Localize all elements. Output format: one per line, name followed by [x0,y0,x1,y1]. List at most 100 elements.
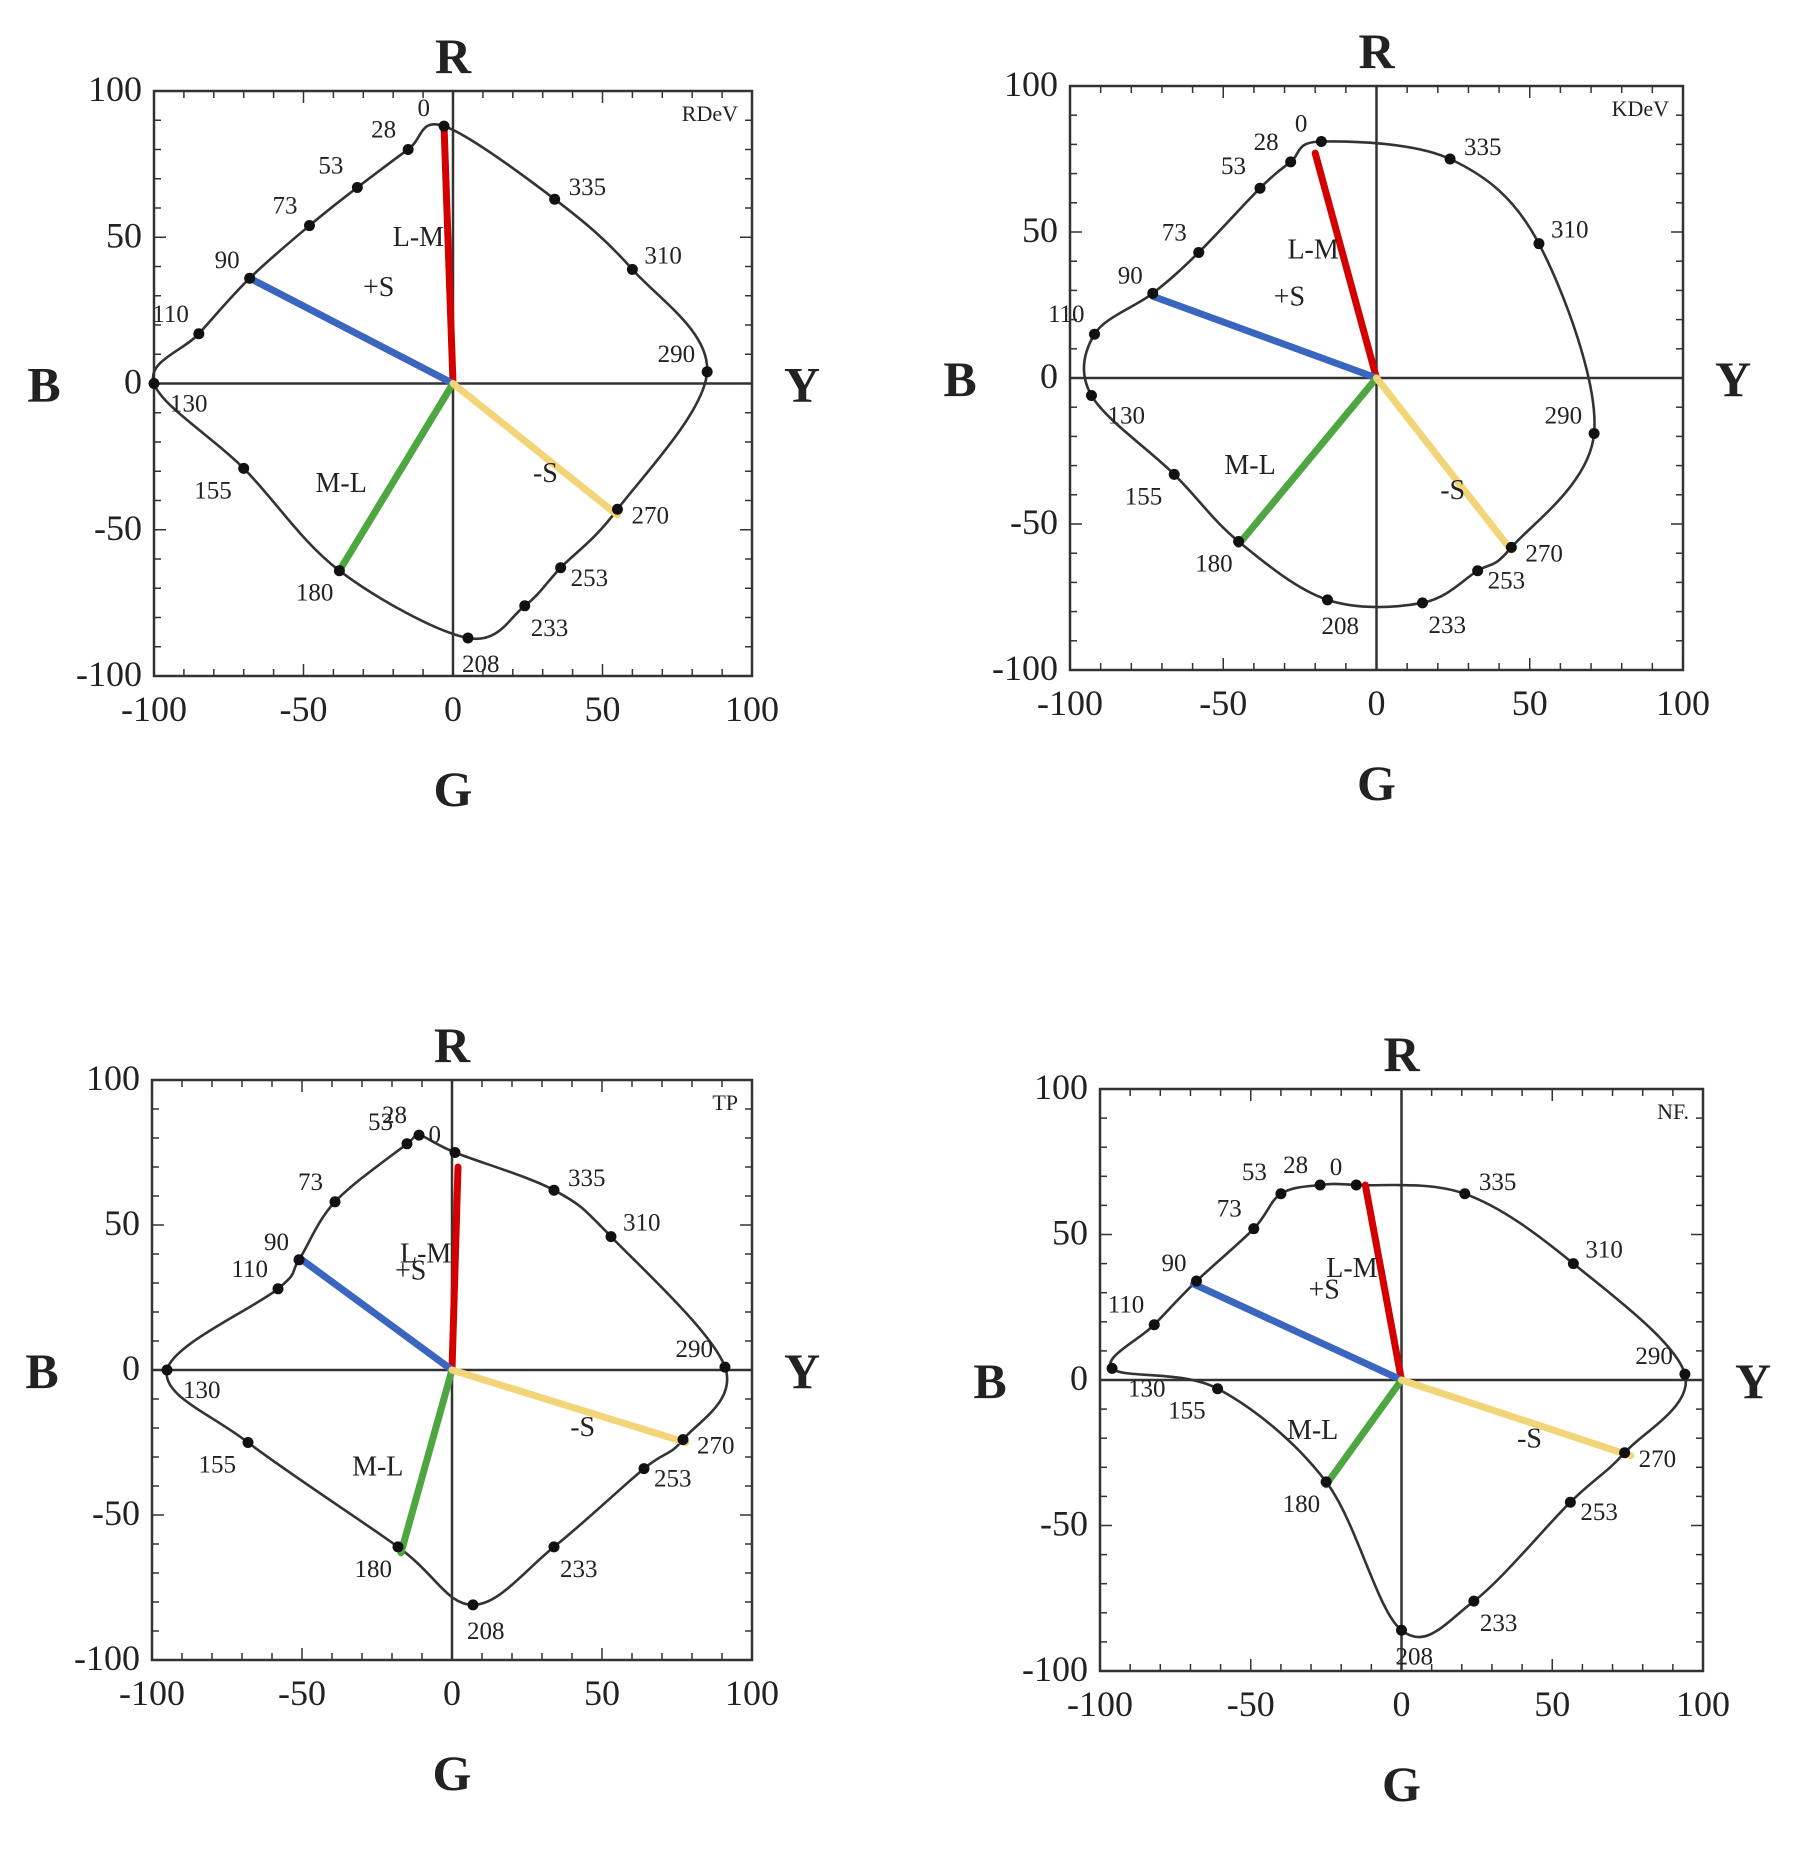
vector-label: +S [363,272,394,303]
axis-letter-left: B [943,351,976,407]
data-point [1106,1362,1118,1374]
point-label: 110 [1048,301,1085,328]
point-label: 180 [296,580,334,607]
y-tick-label: -50 [1010,502,1058,542]
data-point [449,1147,461,1158]
point-label: 28 [1254,129,1279,156]
data-point [1085,390,1097,402]
data-point [1275,1188,1287,1200]
vector-label: M-L [1224,450,1275,481]
data-point [1147,287,1159,299]
point-label: 0 [1330,1154,1343,1181]
data-point [193,328,205,340]
point-label: 180 [1283,1491,1321,1518]
y-tick-label: 50 [1022,210,1058,250]
point-label: 233 [531,615,569,642]
x-tick-label: 100 [725,1673,779,1713]
data-point [1416,597,1428,609]
x-tick-label: 50 [585,689,621,729]
data-point [462,632,474,644]
point-label: 53 [1221,153,1246,180]
point-label: 253 [571,565,609,592]
point-label: 233 [1480,1610,1518,1637]
point-label: 53 [318,153,343,180]
y-tick-label: 50 [1052,1213,1088,1253]
data-point [303,220,315,232]
data-point [548,1184,560,1196]
data-point [549,193,561,205]
y-tick-label: -100 [74,1638,140,1678]
x-tick-label: 50 [1512,683,1548,723]
axis-letter-right: Y [784,1343,820,1399]
data-point [333,565,345,577]
y-tick-label: 100 [1004,64,1058,104]
data-point [1533,238,1545,250]
data-point [238,462,250,474]
axis-letter-top: R [1358,23,1395,79]
data-point [1396,1624,1407,1636]
point-label: 90 [1118,262,1143,289]
data-point [244,272,256,284]
data-point [272,1283,284,1295]
point-label: 270 [697,1433,735,1460]
data-point [1505,541,1517,553]
data-point [605,1231,617,1243]
data-point [1254,182,1266,194]
axis-letter-left: B [973,1353,1006,1409]
data-point [1472,565,1484,577]
y-tick-label: 0 [122,1348,140,1388]
x-tick-label: 0 [444,689,462,729]
x-tick-label: 0 [443,1673,461,1713]
point-label: 155 [194,477,232,504]
data-point [1321,594,1333,606]
vector-label: M-L [352,1452,403,1483]
vector-label: -S [570,1412,595,1443]
point-label: 155 [1168,1398,1206,1425]
data-point [1285,156,1297,168]
x-tick-label: 100 [1656,683,1710,723]
y-tick-label: -100 [992,648,1058,688]
data-point [1567,1258,1579,1270]
hue-contour-curve [151,123,709,641]
point-label: 310 [623,1210,661,1237]
y-tick-label: -50 [1040,1504,1088,1544]
data-point [148,378,160,389]
vector-label: +S [1309,1274,1340,1305]
data-point [1619,1447,1631,1459]
data-point [719,1361,731,1373]
point-label: 130 [1107,403,1145,430]
x-tick-label: 50 [584,1673,620,1713]
y-tick-label: 100 [1034,1067,1088,1107]
y-tick-label: -50 [92,1493,140,1533]
point-label: 253 [654,1466,692,1493]
vector-plus-s [246,274,457,387]
point-label: 90 [215,247,240,274]
vector-l-m [440,122,457,387]
data-point [626,263,638,275]
point-label: 290 [1635,1343,1673,1370]
vector-plus-s [1149,292,1380,382]
data-point [1212,1383,1224,1395]
vector-m-l [335,380,457,575]
point-label: 110 [1108,1292,1145,1319]
point-label: 310 [1551,217,1589,244]
point-label: 290 [1545,402,1583,429]
data-point [351,182,363,194]
point-label: 290 [676,1336,714,1363]
vector-label: M-L [1287,1415,1338,1446]
point-label: 253 [1488,568,1526,595]
point-label: 180 [355,1556,393,1583]
vector-minus-s [1373,374,1515,554]
data-point [438,120,450,132]
point-label: 110 [231,1256,268,1283]
y-tick-label: -100 [76,654,142,694]
point-label: 180 [1195,551,1233,578]
vector-l-m [1311,149,1380,382]
point-label: 270 [631,502,669,529]
axis-letter-right: Y [1715,351,1751,407]
hue-contour-curve [1082,140,1596,609]
x-tick-label: 100 [1676,1684,1730,1724]
y-tick-label: -100 [1022,1649,1088,1689]
data-point [293,1254,305,1266]
